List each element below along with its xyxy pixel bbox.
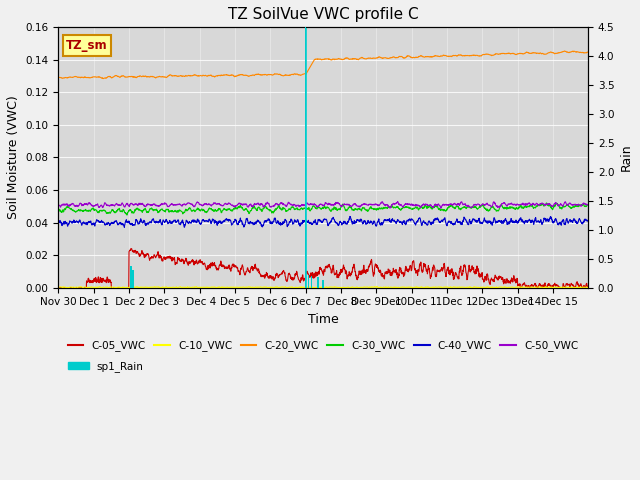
- Legend: sp1_Rain: sp1_Rain: [63, 357, 148, 376]
- Y-axis label: Soil Moisture (VWC): Soil Moisture (VWC): [7, 96, 20, 219]
- Y-axis label: Rain: Rain: [620, 144, 633, 171]
- Bar: [308, 275, 309, 288]
- Bar: [132, 270, 134, 288]
- Title: TZ SoilVue VWC profile C: TZ SoilVue VWC profile C: [228, 7, 419, 22]
- Bar: [305, 27, 307, 288]
- Bar: [323, 279, 324, 288]
- X-axis label: Time: Time: [308, 313, 339, 326]
- Bar: [130, 265, 132, 288]
- Bar: [310, 276, 312, 288]
- Bar: [317, 277, 319, 288]
- Text: TZ_sm: TZ_sm: [67, 39, 108, 52]
